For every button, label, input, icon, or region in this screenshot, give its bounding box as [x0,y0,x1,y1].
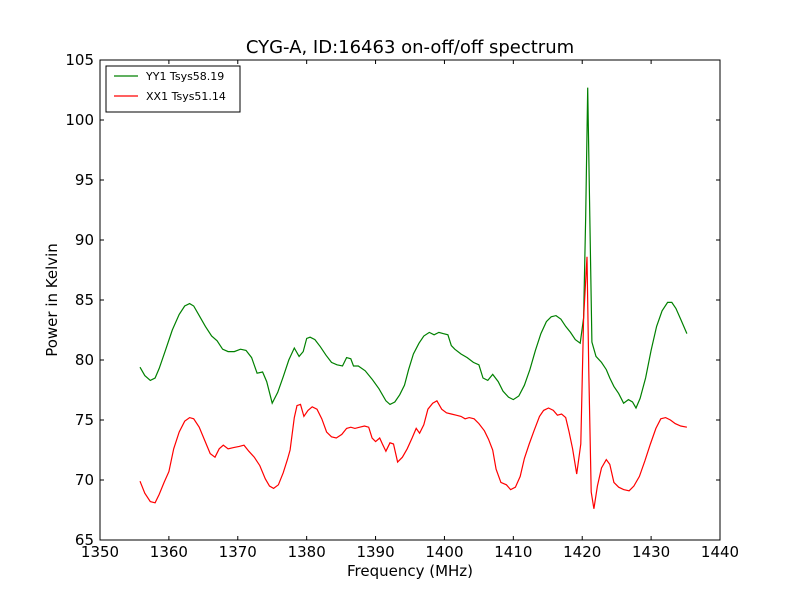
x-axis-label: Frequency (MHz) [347,562,473,580]
x-tick-label: 1400 [425,543,463,561]
y-tick-label: 105 [65,51,94,69]
y-tick-label: 80 [75,351,94,369]
y-tick-label: 75 [75,411,94,429]
legend: YY1 Tsys58.19 XX1 Tsys51.14 [105,65,241,113]
x-tick-label: 1380 [288,543,326,561]
x-tick-label: 1440 [701,543,739,561]
y-tick-label: 65 [75,531,94,549]
x-tick-label: 1350 [81,543,119,561]
y-tick-label: 90 [75,231,94,249]
axis-ticks: 1350 1360 1370 1380 1390 1400 1410 1420 1430 1440… [65,51,739,561]
legend-label-2: XX1 Tsys51.14 [146,90,226,103]
x-tick-label: 1390 [356,543,394,561]
x-tick-label: 1410 [494,543,532,561]
y-axis-label: Power in Kelvin [43,243,61,357]
x-tick-label: 1360 [150,543,188,561]
y-tick-label: 85 [75,291,94,309]
y-tick-label: 70 [75,471,94,489]
series-line-2 [139,256,688,509]
x-tick-label: 1430 [632,543,670,561]
x-tick-label: 1370 [219,543,257,561]
legend-box [105,65,241,113]
legend-label-1: YY1 Tsys58.19 [145,70,224,83]
chart-title: CYG-A, ID:16463 on-off/off spectrum [246,37,574,58]
series-line-1 [139,87,688,410]
x-tick-label: 1420 [563,543,601,561]
y-tick-label: 100 [65,111,94,129]
y-tick-label: 95 [75,171,94,189]
